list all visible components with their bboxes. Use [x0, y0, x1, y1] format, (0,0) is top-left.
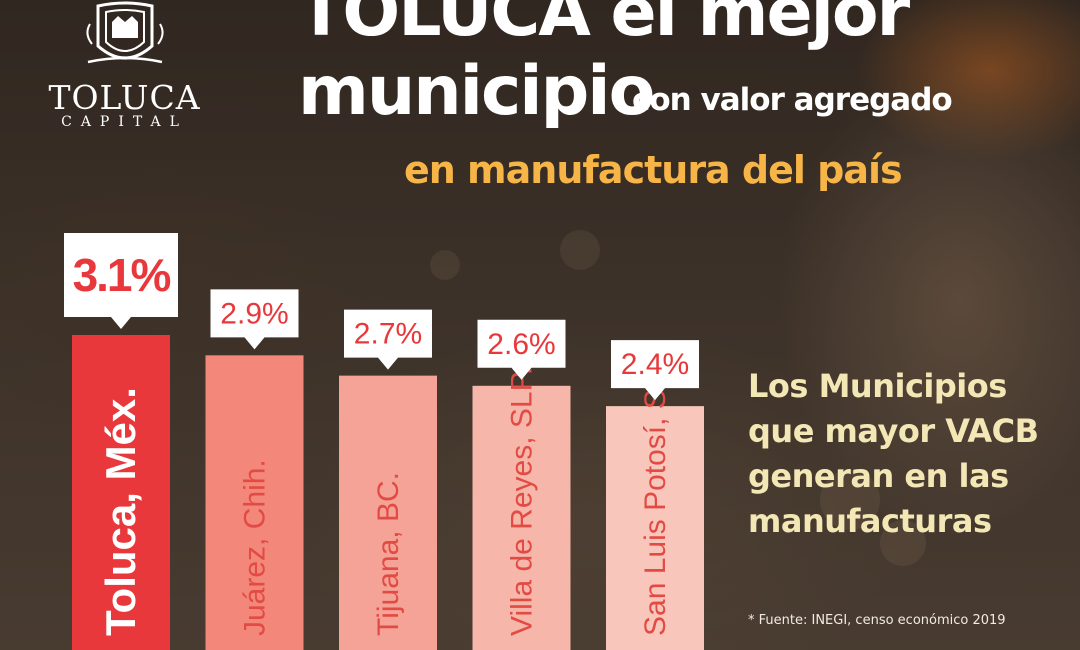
bokeh-light: [820, 470, 880, 530]
bar-value-label: 2.7%: [354, 318, 422, 351]
bar-value-label: 2.9%: [220, 297, 288, 330]
bar-value-label: 3.1%: [73, 249, 171, 301]
bar: [472, 385, 571, 650]
bar: [339, 375, 437, 650]
side-caption-line: que mayor VACB: [748, 412, 1039, 450]
toluca-logo: TOLUCA CAPITAL: [42, 0, 207, 132]
logo-subtitle: CAPITAL: [61, 114, 188, 130]
side-caption-line: manufacturas: [748, 502, 992, 540]
value-callout: [477, 319, 566, 380]
headline-line-4: en manufactura del país: [404, 148, 903, 192]
value-callout: [344, 309, 432, 370]
bar: [72, 335, 170, 650]
source-note: * Fuente: INEGI, censo económico 2019: [748, 613, 1006, 628]
side-caption-line: generan en las: [748, 457, 1009, 495]
logo-name: TOLUCA: [48, 78, 201, 117]
value-callout: [611, 340, 699, 401]
bar-chart: Toluca, Méx. 3.1% Juárez, Chih. 2.9% Tijuana…: [64, 233, 704, 650]
bokeh-light: [880, 520, 926, 566]
side-caption-line: Los Municipios: [748, 367, 1007, 405]
bar-category-label: Villa de Reyes, SLP.: [506, 367, 539, 636]
bar-category-label: Tijuana, BC.: [372, 472, 405, 636]
bar-category-label: Toluca, Méx.: [97, 387, 144, 636]
bar-value-label: 2.6%: [487, 328, 555, 361]
headline-line-1: TOLUCA el mejor: [298, 0, 910, 52]
value-callout: [210, 289, 299, 350]
side-caption: Los Municipios que mayor VACB generan en…: [748, 364, 1068, 544]
coat-of-arms-icon: [86, 1, 164, 64]
bar: [205, 355, 304, 650]
bokeh-light: [560, 230, 600, 270]
bar: [606, 406, 704, 650]
value-callout: [64, 233, 178, 329]
bar-value-label: 2.4%: [621, 348, 689, 381]
headline-line-2: municipio: [298, 52, 655, 131]
headline-line-3: con valor agregado: [632, 82, 953, 118]
bokeh-light: [430, 250, 460, 280]
bar-category-label: Juárez, Chih.: [239, 459, 272, 636]
